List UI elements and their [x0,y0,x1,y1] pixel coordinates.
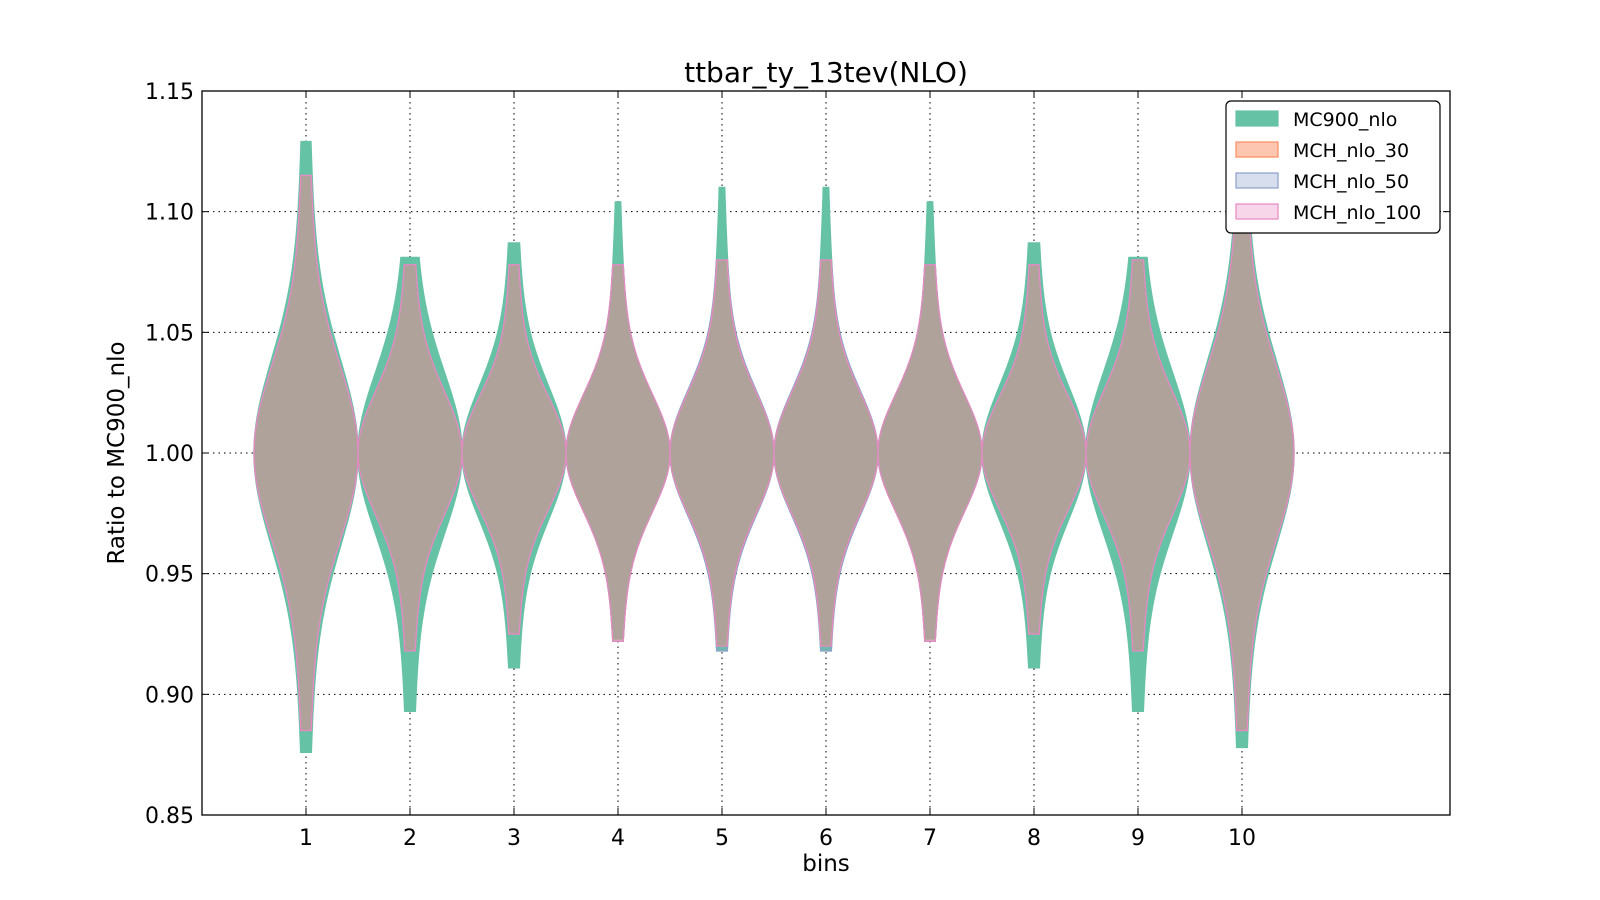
legend-box [1225,100,1441,234]
y-tick-label: 0.85 [145,804,194,829]
y-tick-label: 1.10 [145,201,194,226]
legend-label: MCH_nlo_100 [1293,202,1421,224]
axis-ticks: 0.85 0.90 0.95 1.00 1.05 1.10 1.15 1 2 3 4 5 6 7 8 9 10 [145,80,1450,851]
y-axis-label: Ratio to MC900_nlo [104,341,130,564]
y-tick-label: 1.05 [145,321,194,346]
x-tick-label: 8 [1027,826,1041,851]
legend: MC900_nlo MCH_nlo_30 MCH_nlo_50 MCH_nlo_100 [1225,100,1441,234]
violin-MCH_nlo_100-bin-5 [669,259,775,647]
x-tick-label: 5 [715,826,729,851]
y-tick-label: 0.90 [145,683,194,708]
x-tick-label: 9 [1131,826,1145,851]
x-tick-label: 4 [611,826,625,851]
y-tick-label: 0.95 [145,563,194,588]
legend-label: MC900_nlo [1293,109,1397,131]
x-tick-label: 2 [403,826,417,851]
violin-MCH_nlo_100-bin-3 [461,264,567,635]
x-tick-label: 10 [1228,826,1256,851]
violin-MCH_nlo_100-bin-10 [1189,174,1295,732]
violin-MCH_nlo_100-bin-2 [357,264,463,652]
violin-MCH_nlo_100-bin-8 [981,264,1087,635]
x-axis-label: bins [802,851,850,877]
x-tick-label: 6 [819,826,833,851]
legend-label: MCH_nlo_30 [1293,140,1409,162]
violin-MCH_nlo_100-bin-6 [773,259,879,647]
violin-MCH_nlo_100-bin-9 [1085,259,1191,652]
violin-MCH_nlo_100-bin-1 [253,174,359,732]
legend-label: MCH_nlo_50 [1293,171,1409,193]
x-tick-label: 1 [299,826,313,851]
x-tick-label: 3 [507,826,521,851]
y-tick-label: 1.00 [145,442,194,467]
x-tick-label: 7 [923,826,937,851]
violin-MCH_nlo_100-bin-4 [565,264,671,642]
legend-swatch [1235,172,1279,189]
legend-swatch [1235,110,1279,127]
violins [253,140,1295,753]
legend-swatch [1235,141,1279,158]
legend-swatch [1235,203,1279,220]
chart-title: ttbar_ty_13tev(NLO) [684,56,968,89]
violin-MCH_nlo_100-bin-7 [877,264,983,642]
y-tick-label: 1.15 [145,80,194,105]
